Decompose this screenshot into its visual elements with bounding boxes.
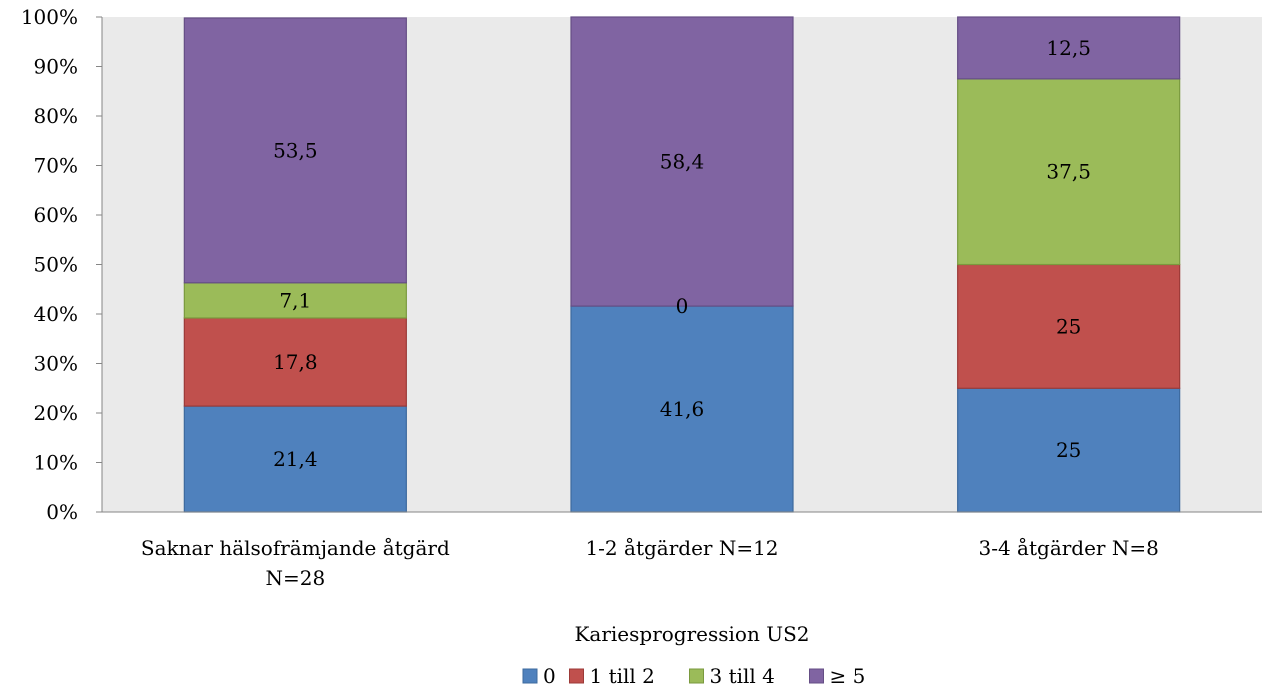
y-tick-label: 0% (46, 500, 78, 524)
legend: 0 1 till 2 3 till 4 ≥ 5 (522, 664, 866, 688)
legend-label: ≥ 5 (830, 664, 866, 688)
data-label: 41,6 (660, 397, 705, 421)
y-tick-label: 70% (34, 154, 78, 178)
data-label: 58,4 (660, 150, 705, 174)
data-label: 25 (1056, 314, 1081, 338)
y-tick-label: 20% (34, 401, 78, 425)
y-tick-label: 40% (34, 302, 78, 326)
y-tick-label: 50% (34, 253, 78, 277)
data-label: 53,5 (273, 138, 318, 162)
data-label: 17,8 (273, 350, 318, 374)
legend-swatch (809, 668, 824, 684)
y-tick-label: 90% (34, 55, 78, 79)
bar-segment (183, 17, 407, 284)
data-label: 21,4 (273, 447, 318, 471)
y-tick-label: 100% (21, 5, 78, 29)
legend-swatch (689, 668, 704, 684)
legend-label: 1 till 2 (590, 664, 655, 688)
data-label: 12,5 (1046, 36, 1091, 60)
bar-segment (183, 282, 407, 319)
legend-label: 3 till 4 (710, 664, 775, 688)
data-label: 37,5 (1046, 160, 1091, 184)
bar-segment (957, 78, 1181, 266)
bar-segment (183, 405, 407, 513)
y-tick-label: 30% (34, 352, 78, 376)
x-category-label: 3-4 åtgärder N=8 (978, 536, 1158, 560)
bar-segment (570, 16, 794, 307)
x-category-label: 1-2 åtgärder N=12 (585, 536, 778, 560)
bar-segment (957, 16, 1181, 80)
y-tick-label: 60% (34, 203, 78, 227)
x-category-label: Saknar hälsofrämjande åtgärd (141, 536, 450, 560)
data-label: 0 (676, 294, 689, 318)
legend-label: 0 (543, 664, 556, 688)
legend-swatch (522, 668, 538, 684)
data-label: 25 (1056, 438, 1081, 462)
y-tick-label: 10% (34, 451, 78, 475)
bar-segment (957, 387, 1181, 513)
x-axis-title: Kariesprogression US2 (574, 622, 809, 646)
legend-swatch (569, 668, 584, 684)
y-tick-label: 80% (34, 104, 78, 128)
x-category-label: N=28 (265, 566, 325, 590)
data-label: 7,1 (279, 288, 311, 312)
bar-segment (957, 263, 1181, 389)
